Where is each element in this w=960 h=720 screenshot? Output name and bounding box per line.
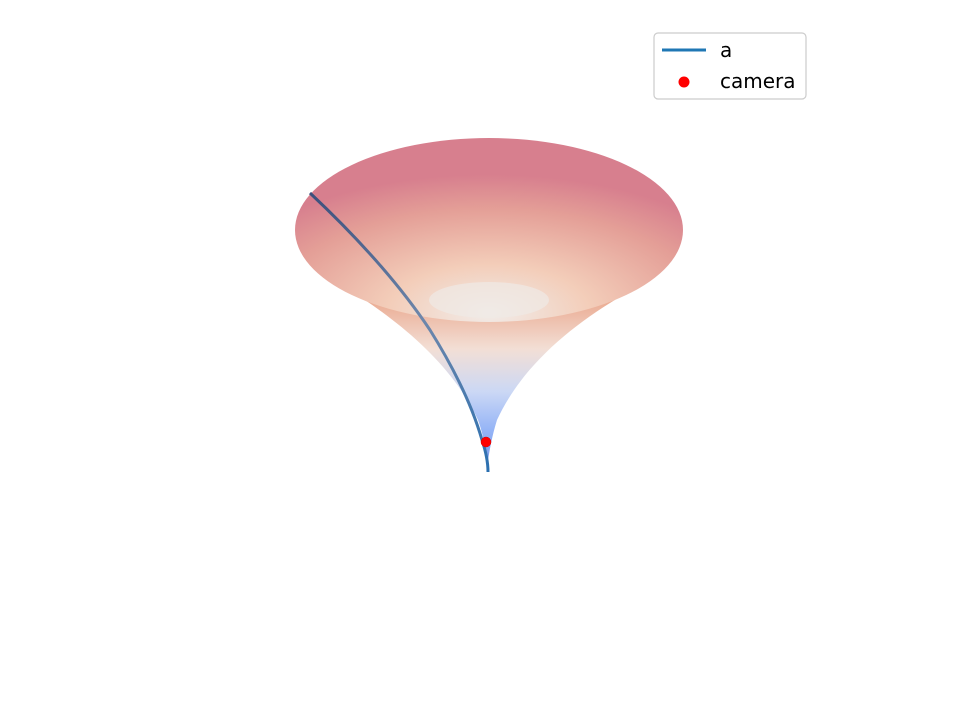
funnel-throat (429, 282, 549, 318)
funnel-rim (295, 138, 683, 322)
camera-point (480, 436, 492, 448)
legend-dot-icon (678, 76, 690, 88)
legend: a camera (653, 32, 807, 100)
surface-plot (295, 138, 683, 468)
funnel-surface (362, 298, 618, 468)
legend-label-a: a (720, 38, 732, 62)
legend-label-camera: camera (720, 69, 796, 93)
series-a-line (308, 191, 490, 473)
